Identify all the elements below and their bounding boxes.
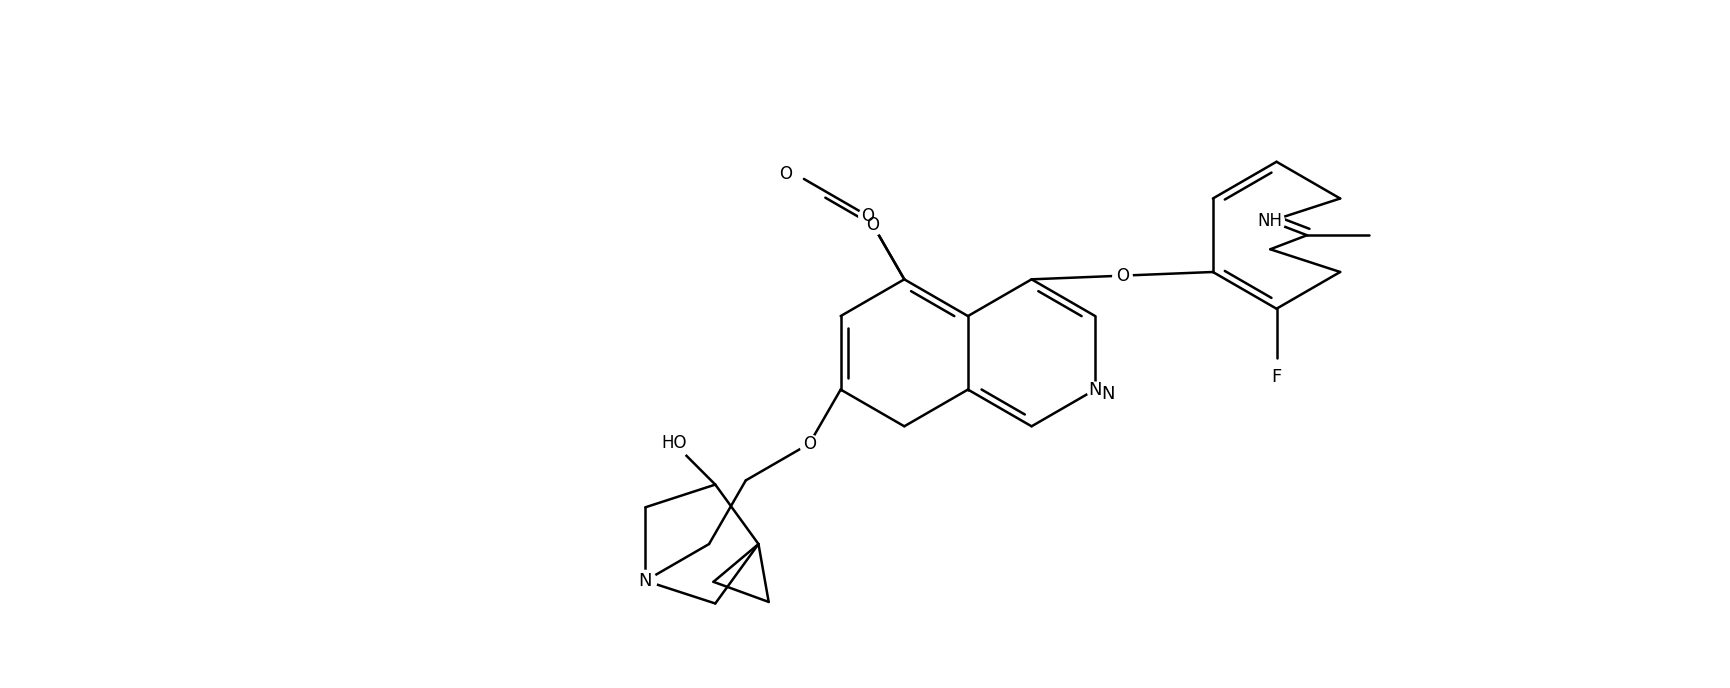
Text: O: O — [1116, 267, 1128, 285]
Text: F: F — [1270, 368, 1280, 387]
Text: N: N — [1088, 380, 1102, 398]
Text: N: N — [1100, 385, 1114, 403]
Text: HO: HO — [661, 434, 687, 452]
Text: O: O — [778, 165, 792, 183]
Text: O: O — [860, 206, 874, 225]
Text: N: N — [638, 572, 652, 590]
Text: NH: NH — [1258, 212, 1282, 230]
Text: O: O — [867, 216, 879, 234]
Text: O: O — [803, 435, 815, 453]
